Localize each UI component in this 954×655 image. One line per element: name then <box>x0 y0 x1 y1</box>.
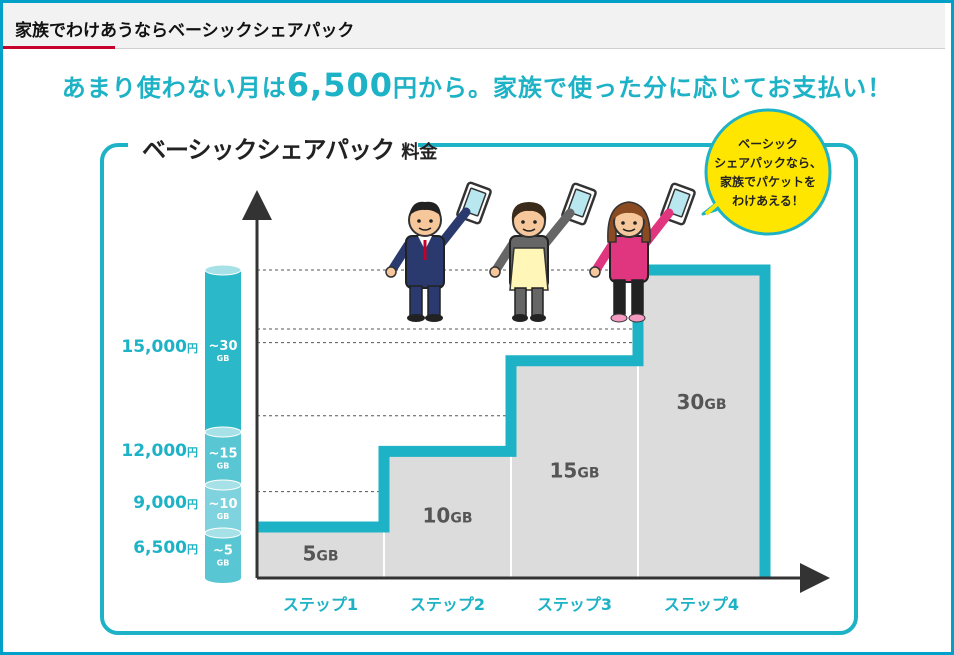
chart-labels: 5GB ステップ1 10GB ステップ2 15GB ステップ3 30GB ステップ4 <box>283 390 739 614</box>
step-line-group <box>257 264 771 578</box>
cylinder-segment-4 <box>205 270 241 432</box>
cylinder-cap-unit-4: GB <box>217 354 230 363</box>
step-4-category-label: ステップ4 <box>664 595 739 614</box>
step-fill-4 <box>638 270 765 578</box>
cylinder-segment-top <box>204 527 242 539</box>
headline: あまり使わない月は6,500円から。家族で使った分に応じてお支払い！ <box>0 66 954 104</box>
step-line <box>257 264 771 578</box>
axes <box>242 190 830 593</box>
headline-price: 6,500 <box>286 66 393 104</box>
panel-title-background <box>128 126 418 166</box>
bubble-line-1: ベーシック <box>738 137 798 151</box>
step-1-category-label: ステップ1 <box>283 595 358 614</box>
step-fills <box>257 270 765 578</box>
headline-prefix: あまり使わない月は <box>61 74 287 102</box>
cylinder-cap-unit-3: GB <box>217 462 230 471</box>
headline-suffix: 円から。家族で使った分に応じてお支払い！ <box>392 74 893 102</box>
step-3-data-label: 15GB <box>549 458 599 482</box>
page-title: 家族でわけあうならベーシックシェアパック <box>15 21 355 41</box>
speech-bubble: ベーシック シェアパックなら、 家族でパケットを わけあえる！ <box>701 108 832 236</box>
cylinder-cap-label-2: ~10 <box>209 497 238 512</box>
panel-title-suffix: 料金 <box>401 142 438 163</box>
capacity-cylinder: ~30GB15,000円~15GB12,000円~10GB9,000円~5GB6… <box>121 264 242 583</box>
step-fill-2 <box>384 451 511 578</box>
cylinder-segment-1 <box>205 533 241 578</box>
price-label-4: 15,000円 <box>121 337 198 357</box>
panel-title-main: ベーシックシェアパック <box>142 136 395 164</box>
price-label-2: 9,000円 <box>133 493 198 513</box>
price-label-1: 6,500円 <box>133 538 198 558</box>
cylinder-segment-top <box>204 264 242 276</box>
cylinder-cap-unit-1: GB <box>217 559 230 568</box>
header-bar: 家族でわけあうならベーシックシェアパック <box>3 3 945 49</box>
cylinder-cap-label-4: ~30 <box>209 339 238 354</box>
step-fill-1 <box>257 527 384 578</box>
family-illustration <box>385 181 696 323</box>
bubble-line-4: わけあえる！ <box>732 194 804 208</box>
cylinder-segment-bottom <box>205 573 241 583</box>
step-1-data-label: 5GB <box>302 542 338 566</box>
step-2-category-label: ステップ2 <box>410 595 485 614</box>
cylinder-segment-top <box>204 426 242 438</box>
cylinder-segment-2 <box>205 485 241 533</box>
price-label-3: 12,000円 <box>121 441 198 461</box>
pricing-panel <box>100 143 858 635</box>
mother-icon <box>489 182 597 322</box>
panel-title: ベーシックシェアパック 料金 <box>142 130 437 165</box>
step-2-data-label: 10GB <box>422 504 472 528</box>
cylinder-cap-label-1: ~5 <box>213 544 233 559</box>
cylinder-segment-top <box>204 479 242 491</box>
cylinder-cap-label-3: ~15 <box>209 447 238 462</box>
cylinder-cap-unit-2: GB <box>217 512 230 521</box>
bubble-line-3: 家族でパケットを <box>720 174 816 189</box>
father-icon <box>385 181 492 322</box>
step-fill-3 <box>511 360 638 578</box>
bubble-line-2: シェアパックなら、 <box>714 156 822 170</box>
daughter-icon <box>589 182 696 323</box>
header-accent-line <box>3 46 115 49</box>
step-3-category-label: ステップ3 <box>537 595 612 614</box>
cylinder-segment-3 <box>205 432 241 485</box>
step-4-data-label: 30GB <box>676 390 726 414</box>
